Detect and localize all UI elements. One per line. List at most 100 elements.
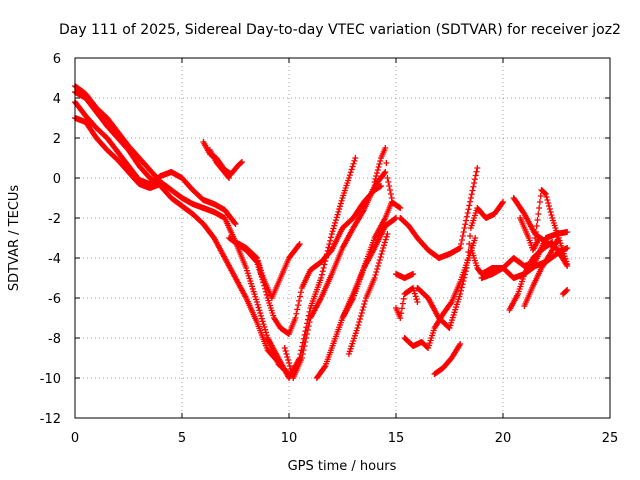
- data-point: [306, 319, 313, 325]
- series-arc-17: [393, 271, 417, 281]
- data-point: [463, 213, 470, 220]
- data-point: [157, 181, 164, 187]
- data-point: [332, 219, 339, 226]
- data-point: [335, 208, 342, 215]
- data-point: [281, 345, 288, 351]
- data-point: [471, 180, 478, 186]
- data-point: [338, 197, 345, 204]
- data-point: [546, 206, 553, 212]
- series-arc-4: [72, 115, 164, 191]
- data-point: [295, 242, 302, 249]
- data-point: [355, 322, 362, 328]
- data-point: [259, 276, 266, 283]
- series-arc-16: [393, 285, 421, 321]
- data-point: [375, 260, 382, 266]
- data-point: [532, 229, 539, 235]
- data-point: [371, 179, 378, 185]
- data-point: [467, 233, 474, 239]
- data-point: [327, 234, 334, 241]
- data-point: [532, 235, 539, 241]
- data-point: [379, 248, 386, 254]
- data-point: [534, 217, 541, 223]
- data-point: [293, 310, 300, 317]
- series-arc-14: [345, 231, 391, 357]
- data-point: [373, 269, 380, 275]
- data-point: [461, 225, 468, 231]
- data-point: [457, 245, 464, 251]
- x-tick-label: 10: [281, 431, 298, 446]
- data-point: [262, 326, 269, 333]
- data-point: [225, 173, 232, 180]
- data-point: [262, 288, 269, 295]
- data-point: [374, 266, 381, 272]
- x-tick-label: 15: [388, 431, 405, 446]
- data-point: [382, 145, 389, 151]
- data-point: [414, 299, 421, 305]
- data-point: [302, 339, 309, 345]
- data-point: [261, 323, 268, 330]
- data-point: [399, 300, 406, 307]
- data-point: [256, 264, 263, 271]
- data-point: [469, 187, 476, 194]
- data-point: [297, 293, 304, 300]
- data-point: [466, 202, 473, 209]
- data-point: [377, 158, 384, 164]
- data-point: [322, 258, 329, 265]
- grid: [75, 58, 610, 418]
- data-point: [457, 341, 464, 347]
- data-point: [286, 363, 293, 369]
- data-point: [466, 241, 473, 247]
- plot-frame: [74, 57, 611, 419]
- data-point: [397, 205, 404, 211]
- data-point: [542, 191, 549, 197]
- data-point: [543, 194, 550, 200]
- y-tick-label: 6: [53, 52, 61, 67]
- series-arc-25: [517, 215, 543, 253]
- data-point: [337, 203, 344, 210]
- data-point: [337, 200, 344, 207]
- series-arc-15: [371, 145, 395, 201]
- data-point: [464, 257, 471, 263]
- data-point: [359, 307, 366, 313]
- data-point: [387, 191, 394, 197]
- data-point: [382, 169, 389, 175]
- data-point: [349, 163, 356, 170]
- data-point: [472, 235, 479, 241]
- data-point: [285, 357, 292, 363]
- y-axis-label: SDTVAR / TECUs: [7, 185, 22, 292]
- data-point: [465, 206, 472, 213]
- series-arc-3: [72, 99, 239, 227]
- data-point: [546, 203, 553, 209]
- series-arc-24: [510, 195, 571, 269]
- data-point: [470, 183, 477, 190]
- data-point: [410, 287, 417, 294]
- x-axis-label: GPS time / hours: [288, 459, 397, 474]
- data-point: [299, 351, 306, 357]
- data-point: [459, 281, 466, 288]
- data-point: [304, 327, 311, 333]
- data-point: [460, 229, 467, 235]
- data-point: [467, 198, 474, 205]
- data-point: [375, 164, 382, 170]
- data-point: [287, 366, 294, 372]
- data-point: [375, 263, 382, 269]
- series-arc-2: [72, 89, 282, 365]
- data-point: [383, 233, 390, 240]
- x-tick-label: 0: [71, 431, 79, 446]
- data-point: [297, 289, 304, 296]
- data-point: [318, 271, 325, 278]
- data-point: [447, 300, 454, 307]
- data-point: [564, 287, 571, 293]
- data-point: [465, 249, 472, 255]
- data-point: [378, 251, 385, 257]
- data-point: [318, 275, 325, 281]
- data-point: [458, 287, 465, 294]
- data-point: [536, 205, 543, 211]
- data-point: [286, 360, 292, 366]
- data-point: [388, 195, 395, 201]
- data-point: [254, 301, 261, 308]
- data-point: [564, 229, 571, 235]
- data-point: [371, 275, 378, 281]
- data-point: [376, 257, 383, 263]
- data-point: [258, 270, 265, 277]
